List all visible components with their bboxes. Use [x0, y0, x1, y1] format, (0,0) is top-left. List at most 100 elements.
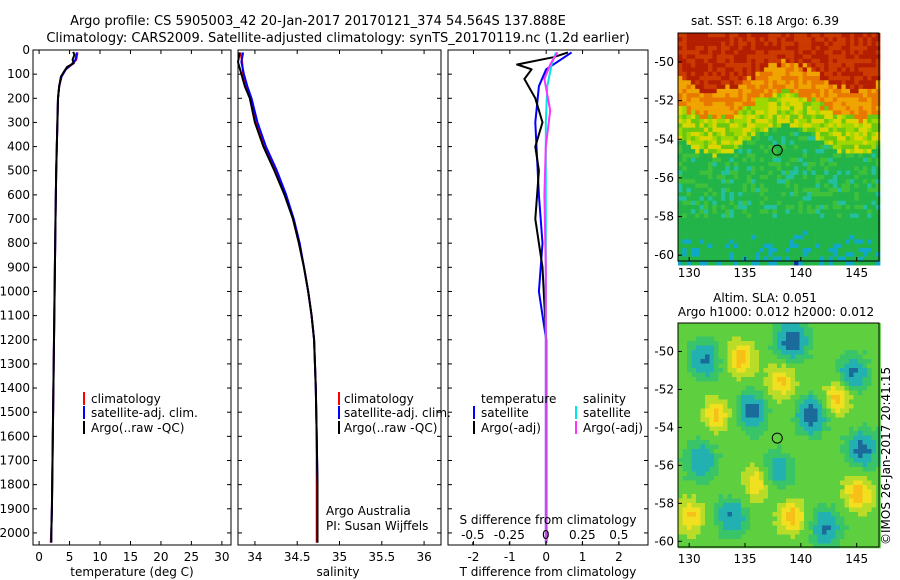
sst-cell: [699, 157, 705, 163]
sla-cell: [826, 467, 832, 472]
sla-cell: [754, 462, 760, 468]
sst-cell: [686, 157, 692, 163]
sla-cell: [723, 485, 728, 490]
sst-cell: [682, 162, 687, 167]
sst-cell: [746, 127, 752, 133]
sst-cell: [841, 243, 846, 249]
sla-cell: [858, 512, 863, 517]
sst-cell: [699, 230, 705, 236]
sst-cell: [721, 166, 726, 171]
sst-cell: [875, 149, 881, 154]
sst-cell: [733, 230, 739, 236]
sla-cell: [736, 449, 742, 454]
sst-cell: [738, 71, 743, 77]
sla-cell: [745, 336, 751, 342]
sst-cell: [746, 170, 752, 176]
sst-cell: [703, 114, 709, 120]
sst-cell: [742, 196, 748, 201]
sst-cell: [725, 205, 730, 210]
sla-cell: [736, 426, 742, 432]
sst-cell: [759, 33, 765, 38]
sst-cell: [686, 205, 692, 210]
sst-cell: [789, 260, 795, 266]
sst-cell: [742, 131, 748, 137]
sst-cell: [764, 76, 769, 81]
sst-cell: [742, 205, 748, 210]
y-tick-label: 1300: [0, 357, 30, 371]
sst-cell: [729, 153, 735, 158]
sst-cell: [871, 230, 877, 236]
sst-cell: [781, 93, 786, 98]
sla-cell: [844, 417, 850, 423]
sla-cell: [871, 525, 877, 531]
sst-cell: [789, 140, 795, 146]
sst-cell: [862, 37, 868, 42]
sst-cell: [854, 183, 859, 189]
sla-cell: [759, 354, 764, 360]
sla-cell: [853, 530, 859, 535]
sla-cell: [754, 480, 760, 486]
sla-cell: [678, 323, 683, 328]
sla-cell: [687, 341, 692, 346]
sla-cell: [813, 512, 818, 517]
sst-cell: [862, 106, 868, 111]
sst-cell: [837, 183, 842, 189]
sst-cell: [755, 243, 760, 249]
sst-cell: [682, 239, 687, 244]
sla-cell: [876, 413, 881, 418]
sla-cell: [840, 345, 845, 351]
sla-cell: [750, 512, 755, 517]
sla-cell: [678, 476, 683, 481]
sst-cell: [807, 114, 812, 120]
sla-cell: [813, 503, 818, 508]
sst-cell: [832, 106, 838, 111]
sla-cell: [808, 453, 814, 459]
sst-map-frame: [677, 32, 880, 262]
sst-cell: [828, 162, 834, 167]
sla-cell: [678, 368, 683, 373]
sst-cell: [772, 88, 778, 94]
sst-cell: [729, 149, 735, 154]
sst-cell: [759, 157, 765, 163]
sla-cell: [876, 372, 881, 378]
sla-cell: [853, 413, 859, 418]
sla-cell: [804, 350, 809, 355]
sst-cell: [832, 114, 838, 120]
sst-cell: [772, 54, 778, 60]
sla-cell: [813, 530, 818, 535]
sla-cell: [786, 494, 791, 499]
sst-cell: [746, 45, 752, 51]
sla-cell: [768, 345, 773, 351]
sst-cell: [854, 88, 859, 94]
sla-cell: [795, 494, 800, 499]
sla-cell: [867, 377, 872, 382]
sst-cell: [811, 114, 816, 120]
sst-cell: [678, 256, 683, 262]
sst-cell: [776, 41, 782, 47]
x-tick-label: 34: [247, 550, 262, 564]
sst-cell: [819, 239, 825, 244]
sla-cell: [795, 381, 800, 387]
sst-cell: [824, 183, 829, 189]
sla-cell: [876, 462, 881, 468]
sst-cell: [695, 149, 700, 154]
sla-cell: [853, 327, 859, 333]
sla-cell: [687, 444, 692, 450]
sst-cell: [794, 157, 799, 163]
sla-cell: [876, 458, 881, 463]
sla-cell: [822, 341, 827, 346]
sla-cell: [678, 440, 683, 445]
sla-cell: [804, 377, 809, 382]
sst-cell: [781, 110, 786, 115]
sst-cell: [690, 200, 696, 206]
sla-cell: [808, 327, 814, 333]
sla-cell: [768, 368, 773, 373]
sst-cell: [699, 123, 705, 128]
sst-cell: [789, 136, 795, 141]
sst-cell: [781, 97, 786, 103]
sla-cell: [808, 494, 814, 499]
sst-cell: [682, 119, 687, 124]
sla-cell: [786, 471, 791, 477]
sla-cell: [727, 413, 733, 418]
sst-cell: [746, 97, 752, 103]
